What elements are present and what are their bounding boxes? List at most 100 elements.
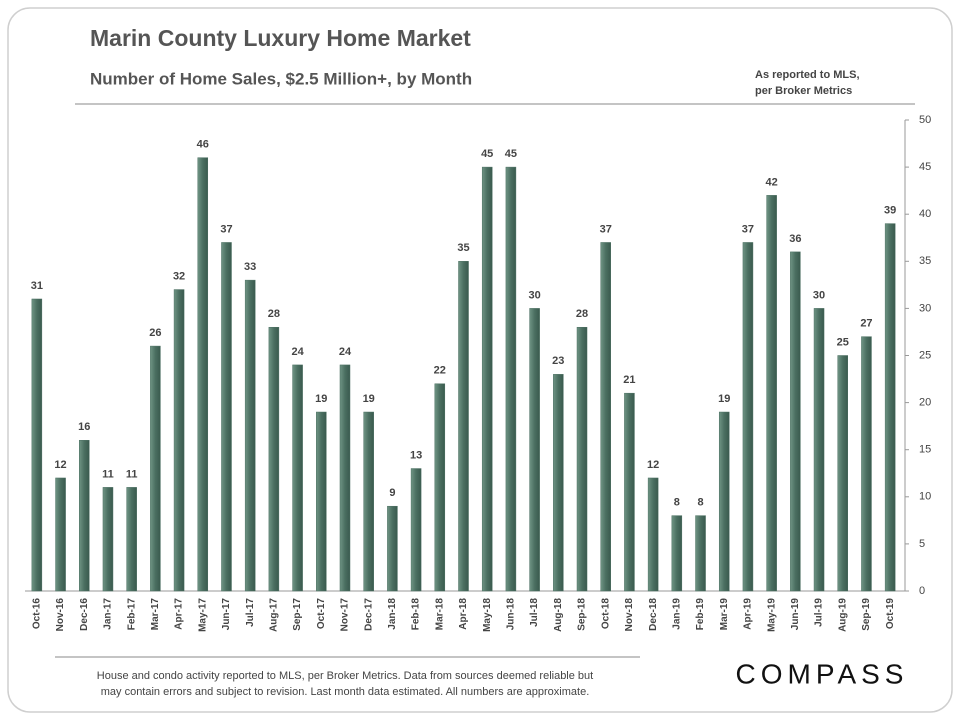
bar — [505, 166, 517, 592]
bar — [221, 242, 232, 592]
bar — [410, 468, 422, 592]
x-tick-label: Sep-18 — [577, 598, 588, 631]
x-tick-label: Jun-19 — [790, 598, 801, 631]
value-label: 28 — [576, 308, 588, 320]
value-label: 8 — [674, 497, 680, 509]
bar — [339, 364, 351, 592]
chart-subtitle: Number of Home Sales, $2.5 Million+, by … — [90, 69, 472, 88]
bar — [576, 326, 588, 592]
x-tick-label: Oct-16 — [31, 598, 42, 630]
x-tick-label: Jul-18 — [529, 598, 540, 627]
bar — [742, 242, 754, 592]
bar — [102, 487, 114, 592]
x-tick-label: Aug-18 — [553, 598, 564, 632]
y-tick-label: 15 — [919, 444, 931, 456]
bar — [292, 364, 303, 592]
x-tick-label: Oct-18 — [600, 598, 611, 630]
bar — [79, 440, 90, 592]
y-tick-label: 0 — [919, 585, 925, 597]
bar — [790, 251, 801, 592]
bar — [31, 298, 43, 592]
value-label: 13 — [410, 449, 422, 461]
bar — [268, 326, 280, 592]
x-tick-label: Feb-19 — [695, 598, 706, 631]
bar — [884, 223, 896, 592]
y-tick-label: 5 — [919, 538, 925, 550]
value-label: 36 — [789, 233, 801, 245]
value-label: 30 — [813, 289, 825, 301]
x-tick-label: Mar-18 — [434, 598, 445, 631]
value-label: 31 — [31, 280, 43, 292]
value-label: 45 — [505, 148, 517, 160]
logo: COMPASS — [736, 658, 909, 689]
bar — [671, 515, 683, 592]
value-label: 19 — [315, 393, 327, 405]
bar — [766, 195, 777, 592]
x-tick-label: Jan-18 — [387, 598, 398, 630]
y-tick-label: 45 — [919, 161, 931, 173]
y-tick-label: 10 — [919, 491, 931, 503]
x-tick-label: Dec-18 — [648, 598, 659, 631]
bar — [316, 411, 327, 592]
bar — [458, 261, 469, 592]
bar — [387, 505, 398, 592]
x-tick-label: May-18 — [482, 598, 493, 632]
x-tick-label: May-19 — [766, 598, 777, 632]
bar — [624, 392, 635, 592]
value-label: 25 — [837, 336, 849, 348]
value-label: 23 — [552, 355, 564, 367]
bar — [173, 289, 185, 592]
bar — [150, 345, 161, 592]
value-label: 26 — [149, 327, 161, 339]
bar — [861, 336, 872, 592]
x-tick-label: Apr-17 — [174, 598, 185, 630]
bar — [695, 515, 706, 592]
bar — [126, 487, 137, 592]
value-label: 21 — [623, 374, 635, 386]
x-tick-label: Apr-19 — [743, 598, 754, 630]
value-label: 19 — [363, 393, 375, 405]
value-label: 19 — [718, 393, 730, 405]
x-tick-label: Nov-16 — [55, 598, 66, 632]
bar — [55, 477, 66, 592]
frame — [7, 7, 953, 713]
x-tick-label: Dec-16 — [79, 598, 90, 631]
x-tick-label: Jun-18 — [506, 598, 517, 631]
x-tick-label: Jul-17 — [245, 598, 256, 627]
value-label: 46 — [197, 139, 209, 151]
value-label: 27 — [860, 318, 872, 330]
bar — [434, 383, 446, 592]
value-label: 30 — [528, 289, 540, 301]
y-tick-label: 40 — [919, 208, 931, 220]
x-tick-label: Jun-17 — [221, 598, 232, 631]
bar — [197, 157, 209, 592]
source-note: per Broker Metrics — [755, 85, 852, 97]
bar — [363, 411, 374, 592]
bar — [481, 166, 493, 592]
value-label: 16 — [78, 421, 90, 433]
x-tick-label: Oct-17 — [316, 598, 327, 630]
bar — [244, 279, 256, 592]
value-label: 37 — [220, 223, 232, 235]
value-label: 9 — [389, 487, 395, 499]
x-tick-label: Dec-17 — [363, 598, 374, 631]
y-tick-label: 25 — [919, 349, 931, 361]
x-tick-label: Jul-19 — [814, 598, 825, 627]
x-tick-label: Feb-18 — [411, 598, 422, 631]
value-label: 35 — [457, 242, 469, 254]
source-note: As reported to MLS, — [755, 69, 860, 81]
chart-title: Marin County Luxury Home Market — [90, 25, 471, 51]
x-tick-label: Aug-19 — [837, 598, 848, 632]
bar — [837, 355, 848, 592]
value-label: 24 — [291, 346, 304, 358]
y-tick-label: 35 — [919, 255, 931, 267]
x-tick-label: Jan-17 — [103, 598, 114, 630]
x-tick-label: Mar-19 — [719, 598, 730, 631]
value-label: 37 — [742, 223, 754, 235]
y-tick-label: 30 — [919, 302, 931, 314]
x-tick-label: Nov-17 — [340, 598, 351, 632]
value-label: 45 — [481, 148, 493, 160]
x-tick-label: Sep-19 — [861, 598, 872, 631]
x-tick-label: Sep-17 — [292, 598, 303, 631]
